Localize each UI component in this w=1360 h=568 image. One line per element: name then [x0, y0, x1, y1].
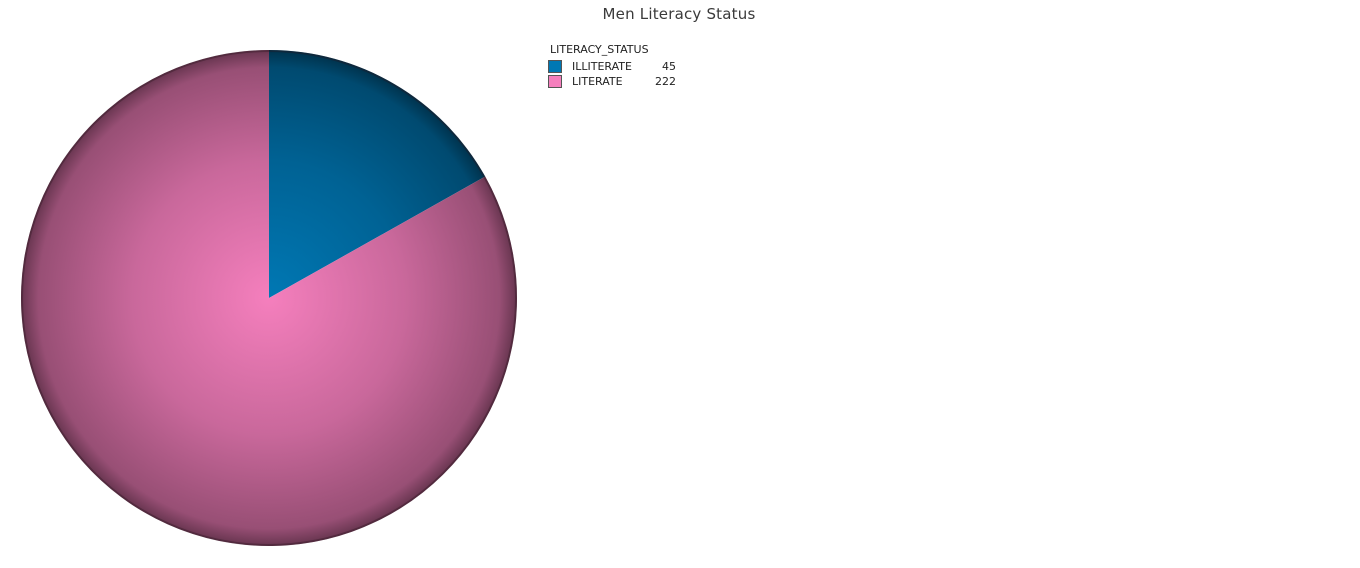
legend-swatch-illiterate [548, 60, 562, 73]
pie-slices [20, 49, 517, 546]
pie-slice-literate [20, 49, 517, 546]
legend-label-illiterate: ILLITERATE [572, 60, 632, 73]
legend-value-illiterate: 45 [662, 60, 676, 73]
pie-slice-illiterate [269, 50, 486, 298]
legend-title: LITERACY_STATUS [550, 43, 649, 56]
legend-item-illiterate: ILLITERATE 45 [548, 59, 676, 74]
pie-chart [20, 49, 517, 546]
legend-value-literate: 222 [655, 75, 676, 88]
legend-label-literate: LITERATE [572, 75, 623, 88]
legend-swatch-literate [548, 75, 562, 88]
legend-item-literate: LITERATE 222 [548, 74, 676, 89]
pie-rim [21, 50, 517, 546]
legend: LITERACY_STATUS ILLITERATE 45 LITERATE 2… [548, 43, 676, 89]
chart-title: Men Literacy Status [602, 5, 756, 23]
